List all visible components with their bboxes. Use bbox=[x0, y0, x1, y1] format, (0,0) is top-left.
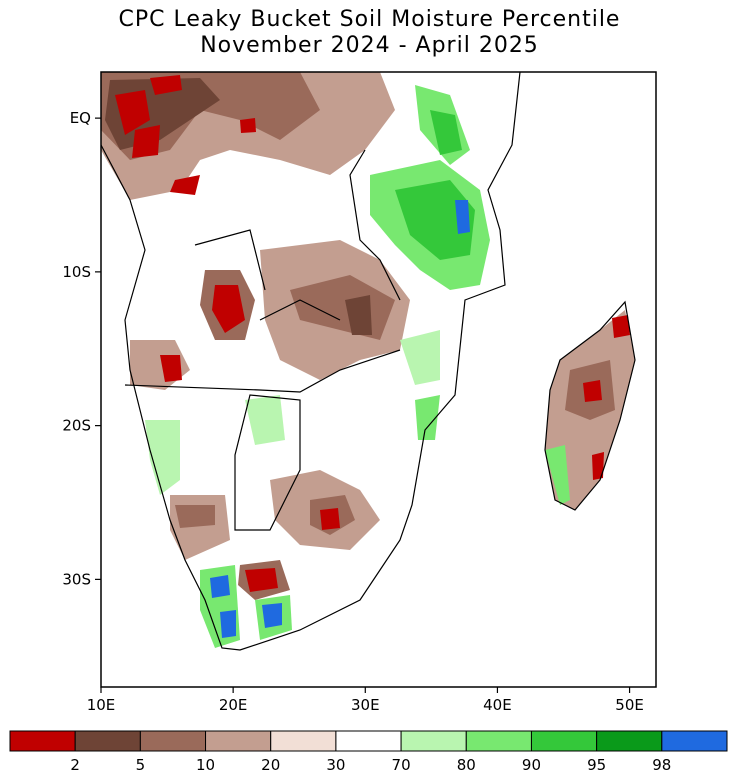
legend-swatch bbox=[74, 730, 141, 752]
map-frame bbox=[100, 71, 657, 688]
coastlines bbox=[101, 72, 636, 651]
legend-swatch bbox=[596, 730, 663, 752]
legend-swatch bbox=[465, 730, 532, 752]
longitude-axis: 10E 20E 30E 40E 50E bbox=[87, 687, 644, 714]
legend-label: 95 bbox=[587, 756, 606, 774]
lat-tick-label: EQ bbox=[70, 109, 91, 127]
lon-tick-label: 20E bbox=[219, 696, 248, 714]
lon-tick-label: 30E bbox=[351, 696, 380, 714]
legend-label: 2 bbox=[70, 756, 80, 774]
legend-label: 70 bbox=[392, 756, 411, 774]
legend-label: 80 bbox=[457, 756, 476, 774]
legend-label: 98 bbox=[652, 756, 671, 774]
legend-swatch bbox=[400, 730, 467, 752]
legend-swatch bbox=[205, 730, 272, 752]
legend-swatch bbox=[335, 730, 402, 752]
legend-label: 30 bbox=[326, 756, 345, 774]
legend-label: 5 bbox=[136, 756, 146, 774]
legend-swatch bbox=[139, 730, 207, 752]
legend-label: 90 bbox=[522, 756, 541, 774]
lat-tick-label: 20S bbox=[62, 417, 91, 435]
legend-swatch bbox=[530, 730, 598, 752]
color-legend: 2 5 10 20 30 70 80 90 95 98 bbox=[9, 730, 728, 774]
map-subtitle: November 2024 - April 2025 bbox=[200, 33, 539, 58]
lon-tick-label: 50E bbox=[615, 696, 644, 714]
map-title: CPC Leaky Bucket Soil Moisture Percentil… bbox=[118, 7, 621, 32]
lat-tick-label: 10S bbox=[62, 263, 91, 281]
legend-swatch bbox=[270, 730, 337, 752]
legend-swatch bbox=[9, 730, 76, 752]
legend-label: 10 bbox=[196, 756, 215, 774]
legend-label: 20 bbox=[261, 756, 280, 774]
latitude-axis: EQ 10S 20S 30S bbox=[62, 109, 101, 588]
legend-swatch bbox=[661, 730, 728, 752]
lon-tick-label: 40E bbox=[483, 696, 512, 714]
lat-tick-label: 30S bbox=[62, 570, 91, 588]
percentile-shading bbox=[101, 72, 635, 648]
lon-tick-label: 10E bbox=[87, 696, 116, 714]
